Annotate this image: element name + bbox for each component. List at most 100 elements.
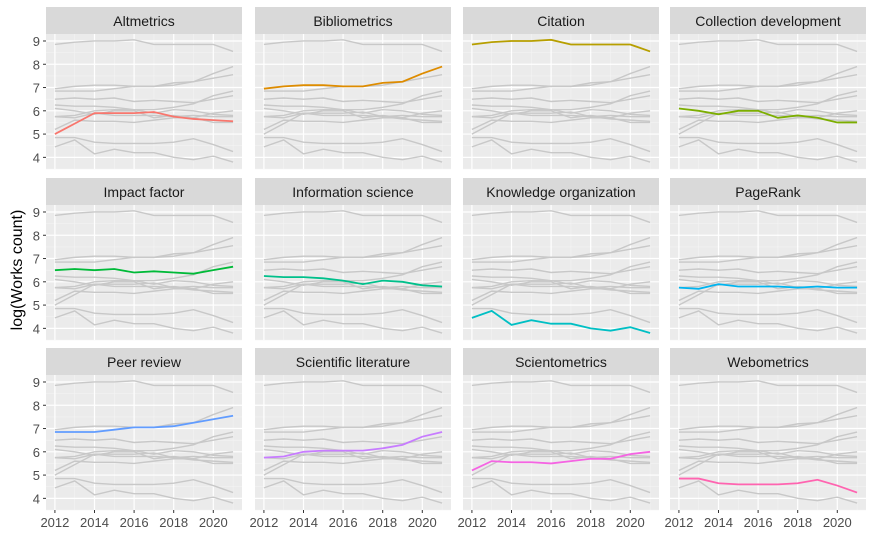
background-series-line-scientific-literature [263, 90, 443, 118]
y-tick-label: 9 [33, 205, 40, 220]
facet-strip [463, 178, 659, 205]
facet-strip-label: Bibliometrics [313, 13, 392, 29]
background-series-line-peer-review [471, 415, 651, 433]
y-tick-label: 6 [33, 104, 40, 119]
x-tick-label: 2018 [368, 515, 397, 530]
facet-strip [46, 7, 242, 34]
background-series-line-scientific-literature [54, 431, 234, 459]
series-line-pagerank [678, 283, 858, 290]
facet-impact-factor: Impact factor 4 5 6 7 8 9 [33, 178, 242, 341]
background-series-line-peer-review [678, 245, 858, 263]
y-tick-label: 7 [33, 422, 40, 437]
x-tick-label: 2020 [616, 515, 645, 530]
background-series-line-impact-factor [263, 94, 443, 104]
background-series-line-knowledge-organization [678, 480, 858, 504]
background-series-line-scientometrics [678, 451, 858, 472]
background-series-line-peer-review [471, 245, 651, 263]
y-tick-label: 7 [33, 81, 40, 96]
y-tick-label: 6 [33, 445, 40, 460]
background-series-line-webometrics [678, 136, 858, 153]
x-tick-label: 2014 [704, 515, 733, 530]
facet-strip-label: Knowledge organization [486, 184, 635, 200]
background-series-line-scientometrics [263, 281, 443, 302]
facet-strip [255, 348, 451, 375]
facet-information-science: Information science [255, 178, 451, 341]
background-series-line-peer-review [678, 74, 858, 92]
y-tick-label: 4 [33, 491, 40, 506]
x-tick-label: 2016 [329, 515, 358, 530]
y-tick-label: 5 [33, 468, 40, 483]
x-tick-label: 2014 [80, 515, 109, 530]
background-series-line-webometrics [678, 307, 858, 324]
series-line-information-science [263, 275, 443, 288]
background-series-line-knowledge-organization [54, 139, 234, 163]
background-series-line-citation [471, 380, 651, 394]
background-series-line-scientometrics [54, 451, 234, 472]
series-line-knowledge-organization [471, 309, 651, 334]
background-series-line-information-science [263, 104, 443, 117]
facet-strip [463, 348, 659, 375]
facet-strip [255, 178, 451, 205]
y-tick-label: 8 [33, 57, 40, 72]
x-tick-label: 2018 [159, 515, 188, 530]
background-series-line-citation [263, 39, 443, 53]
facet-strip-label: Peer review [107, 354, 182, 370]
background-series-line-information-science [471, 445, 651, 458]
background-series-line-impact-factor [54, 94, 234, 104]
x-tick-label: 2020 [823, 515, 852, 530]
background-series-line-webometrics [471, 307, 651, 324]
background-series-line-impact-factor [471, 435, 651, 445]
series-line-altmetrics [54, 111, 234, 135]
background-series-line-peer-review [54, 74, 234, 92]
background-series-line-information-science [678, 275, 858, 288]
x-tick-label: 2020 [199, 515, 228, 530]
facet-strip-label: Webometrics [727, 354, 808, 370]
background-series-line-citation [678, 380, 858, 394]
background-series-line-webometrics [54, 307, 234, 324]
background-series-line-impact-factor [678, 435, 858, 445]
background-series-line-knowledge-organization [54, 480, 234, 504]
x-tick-label: 2018 [783, 515, 812, 530]
x-tick-label: 2018 [576, 515, 605, 530]
facet-strip-label: Impact factor [104, 184, 185, 200]
background-series-line-peer-review [678, 415, 858, 433]
series-line-collection-development [678, 107, 858, 124]
background-series-line-information-science [678, 104, 858, 117]
background-series-line-information-science [54, 104, 234, 117]
x-tick-label: 2020 [408, 515, 437, 530]
y-tick-label: 4 [33, 321, 40, 336]
background-series-line-impact-factor [471, 94, 651, 104]
background-series-line-citation [54, 210, 234, 224]
background-series-line-impact-factor [471, 265, 651, 275]
x-tick-label: 2016 [744, 515, 773, 530]
background-series-line-scientific-literature [263, 261, 443, 289]
facet-pagerank: PageRank [670, 178, 866, 341]
facet-citation: Citation [463, 7, 659, 170]
y-tick-label: 9 [33, 375, 40, 390]
background-series-line-webometrics [471, 136, 651, 153]
background-series-line-scientific-literature [471, 90, 651, 118]
facet-peer-review: Peer review 4 5 6 7 8 9 2012 2014 2016 2018 2020 [33, 348, 242, 530]
background-series-line-citation [678, 210, 858, 224]
facet-strip-label: PageRank [735, 184, 801, 200]
y-tick-label: 9 [33, 34, 40, 49]
y-tick-label: 7 [33, 252, 40, 267]
background-series-line-impact-factor [54, 435, 234, 445]
background-series-line-scientific-literature [678, 431, 858, 459]
background-series-line-citation [678, 39, 858, 53]
facet-strip [463, 7, 659, 34]
background-series-line-knowledge-organization [263, 139, 443, 163]
background-series-line-scientometrics [263, 110, 443, 131]
facet-strip [46, 348, 242, 375]
background-series-line-scientometrics [54, 281, 234, 302]
background-series-line-information-science [471, 275, 651, 288]
facet-strip-label: Scientometrics [515, 354, 607, 370]
background-series-line-webometrics [471, 477, 651, 494]
background-series-line-knowledge-organization [263, 480, 443, 504]
x-tick-label: 2012 [249, 515, 278, 530]
x-tick-label: 2012 [457, 515, 486, 530]
background-series-line-scientometrics [678, 110, 858, 131]
y-axis-title: log(Works count) [9, 210, 26, 331]
facet-scientific-literature: Scientific literature 2012 2014 2016 2018 202… [249, 348, 451, 530]
background-series-line-scientific-literature [54, 90, 234, 118]
